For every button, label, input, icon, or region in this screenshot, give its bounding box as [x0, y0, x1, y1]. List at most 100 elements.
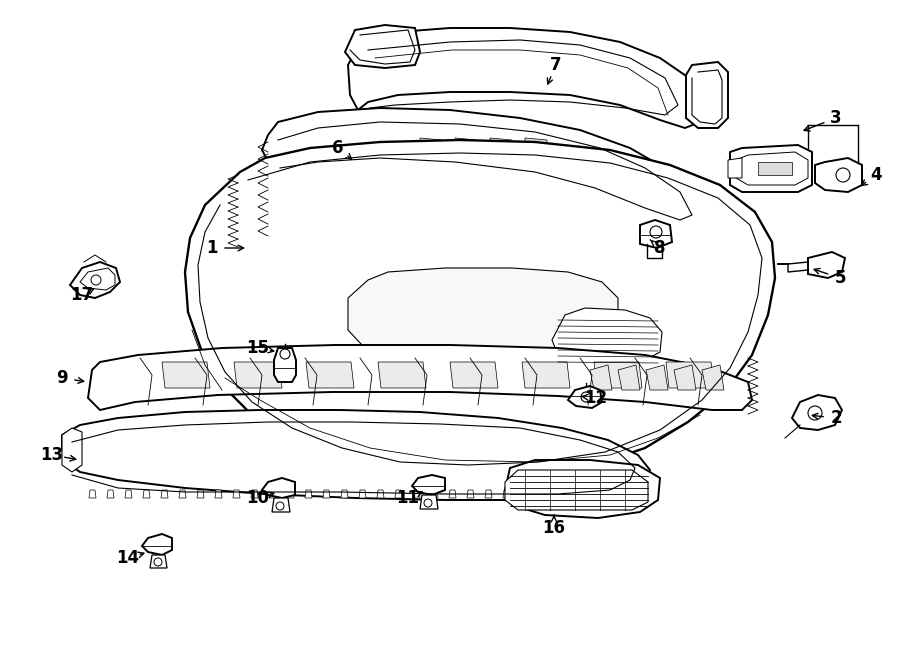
Text: 9: 9	[56, 369, 68, 387]
Polygon shape	[431, 490, 438, 498]
Polygon shape	[686, 62, 728, 128]
Polygon shape	[420, 495, 438, 509]
Text: 5: 5	[834, 269, 846, 287]
Polygon shape	[142, 534, 172, 555]
Text: 8: 8	[654, 239, 666, 257]
Polygon shape	[455, 138, 477, 150]
Polygon shape	[80, 268, 115, 290]
Circle shape	[581, 392, 591, 402]
Polygon shape	[505, 470, 648, 510]
Text: 10: 10	[247, 489, 269, 507]
Text: 6: 6	[332, 139, 344, 157]
Polygon shape	[413, 490, 420, 498]
Polygon shape	[792, 395, 842, 430]
Polygon shape	[215, 490, 222, 498]
Polygon shape	[485, 490, 492, 498]
Polygon shape	[593, 490, 600, 498]
Polygon shape	[395, 490, 402, 498]
Polygon shape	[88, 345, 752, 410]
Polygon shape	[674, 365, 696, 390]
Polygon shape	[378, 362, 426, 388]
Polygon shape	[143, 490, 150, 498]
Text: 14: 14	[116, 549, 140, 567]
Circle shape	[154, 558, 162, 566]
Polygon shape	[251, 490, 258, 498]
Polygon shape	[306, 362, 354, 388]
Polygon shape	[233, 490, 240, 498]
Polygon shape	[557, 490, 564, 498]
Polygon shape	[629, 490, 636, 498]
Polygon shape	[359, 490, 366, 498]
Polygon shape	[305, 490, 312, 498]
Text: 1: 1	[206, 239, 218, 257]
Polygon shape	[758, 162, 792, 175]
Polygon shape	[287, 490, 294, 498]
Polygon shape	[449, 490, 456, 498]
Polygon shape	[345, 25, 420, 68]
Polygon shape	[521, 490, 528, 498]
Polygon shape	[552, 308, 662, 368]
Polygon shape	[815, 158, 862, 192]
Circle shape	[808, 406, 822, 420]
Polygon shape	[646, 365, 668, 390]
Text: 3: 3	[830, 109, 842, 127]
Polygon shape	[736, 152, 808, 185]
Polygon shape	[262, 478, 295, 498]
Polygon shape	[377, 490, 384, 498]
Text: 4: 4	[870, 166, 882, 184]
Polygon shape	[179, 490, 186, 498]
Polygon shape	[503, 490, 510, 498]
Polygon shape	[272, 498, 290, 512]
Circle shape	[424, 499, 432, 507]
Polygon shape	[808, 252, 845, 278]
Polygon shape	[341, 490, 348, 498]
Polygon shape	[107, 490, 114, 498]
Polygon shape	[420, 138, 442, 150]
Polygon shape	[269, 490, 276, 498]
Polygon shape	[62, 428, 82, 472]
Polygon shape	[161, 490, 168, 498]
Polygon shape	[525, 138, 547, 150]
Polygon shape	[575, 490, 582, 498]
Polygon shape	[197, 490, 204, 498]
Text: 13: 13	[40, 446, 64, 464]
Polygon shape	[666, 362, 714, 388]
Circle shape	[836, 168, 850, 182]
Text: 17: 17	[70, 286, 94, 304]
Polygon shape	[274, 348, 296, 382]
Polygon shape	[323, 490, 330, 498]
Text: 2: 2	[830, 409, 842, 427]
Circle shape	[650, 226, 662, 238]
Polygon shape	[348, 28, 705, 128]
Polygon shape	[702, 365, 724, 390]
Polygon shape	[539, 490, 546, 498]
Polygon shape	[618, 365, 640, 390]
Circle shape	[91, 275, 101, 285]
Polygon shape	[62, 410, 650, 500]
Polygon shape	[185, 140, 775, 478]
Polygon shape	[594, 362, 642, 388]
Polygon shape	[728, 158, 742, 178]
Polygon shape	[490, 138, 512, 150]
Polygon shape	[640, 220, 672, 248]
Polygon shape	[70, 262, 120, 298]
Polygon shape	[450, 362, 498, 388]
Polygon shape	[467, 490, 474, 498]
Circle shape	[276, 502, 284, 510]
Polygon shape	[522, 362, 570, 388]
Text: 11: 11	[397, 489, 419, 507]
Polygon shape	[611, 490, 618, 498]
Polygon shape	[89, 490, 96, 498]
Text: 7: 7	[550, 56, 562, 74]
Polygon shape	[730, 145, 812, 192]
Polygon shape	[568, 386, 602, 408]
Polygon shape	[150, 555, 167, 568]
Polygon shape	[348, 268, 618, 362]
Polygon shape	[262, 108, 700, 228]
Text: 12: 12	[584, 389, 608, 407]
Text: 16: 16	[543, 519, 565, 537]
Polygon shape	[125, 490, 132, 498]
Polygon shape	[234, 362, 282, 388]
Polygon shape	[412, 475, 445, 495]
Circle shape	[280, 349, 290, 359]
